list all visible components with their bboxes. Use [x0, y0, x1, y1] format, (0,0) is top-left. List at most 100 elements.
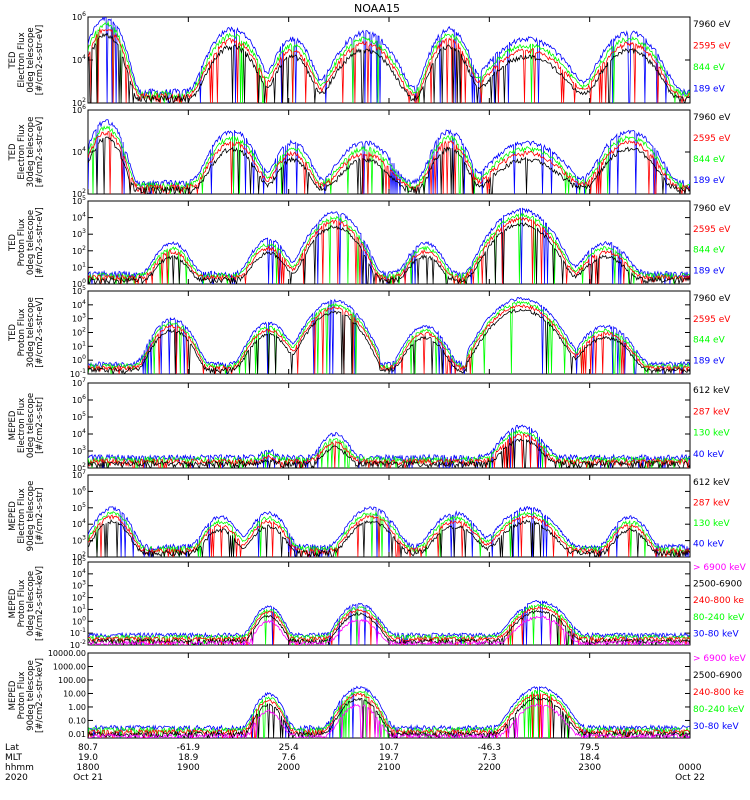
y-tick-label: 103 [72, 228, 86, 239]
legend-entry: 80-240 keV [693, 613, 745, 623]
y-tick-label: 105 [72, 556, 86, 567]
y-tick-label: 106 [72, 104, 86, 115]
trace-blue [88, 207, 690, 284]
legend-entry: 287 keV [693, 499, 730, 509]
trace-red [88, 514, 690, 557]
legend-entry: 189 eV [693, 176, 726, 186]
legend-entry: 612 keV [693, 386, 730, 396]
x-tick-label: 1900 [177, 763, 200, 773]
legend-entry: 130 keV [693, 519, 730, 529]
panel-3: 100 101 102 103 104 105 TED Proton Flux 0deg tel… [8, 195, 731, 289]
legend-entry: 7960 eV [693, 113, 731, 123]
y-tick-label: 102 [72, 97, 86, 108]
y-axis-label: TED [8, 233, 18, 252]
legend-entry: 2595 eV [693, 42, 731, 52]
legend-entry: 7960 eV [693, 20, 731, 30]
y-tick-label: 102 [72, 592, 86, 603]
y-axis-label: 0deg telescope [26, 393, 36, 458]
y-tick-label: 103 [72, 580, 86, 591]
y-tick-label: 106 [72, 11, 86, 22]
x-tick-label: 7.3 [482, 753, 496, 763]
legend-entry: 612 keV [693, 478, 730, 488]
x-tick-label: 18.4 [580, 753, 600, 763]
legend-entry: 189 eV [693, 266, 726, 276]
y-tick-label: 102 [72, 327, 86, 338]
y-axis-label: Proton Flux [17, 672, 27, 720]
legend-entry: 2595 eV [693, 225, 731, 235]
panel-4: 10-1 100 101 102 103 104 105 TED Proton Flux 30de… [8, 285, 731, 379]
trace-blue [88, 297, 690, 374]
y-tick-label: 101 [72, 340, 86, 351]
trace-green [88, 689, 690, 738]
y-tick-label: 104 [72, 54, 86, 65]
legend-entry: 7960 eV [693, 204, 731, 214]
plot-title: NOAA15 [354, 2, 400, 15]
y-axis-label: 90deg telescope [26, 481, 36, 552]
y-tick-label: 10.00 [63, 689, 86, 698]
y-tick-label: 102 [72, 188, 86, 199]
legend-entry: 2500-6900 [693, 671, 742, 681]
legend-entry: 844 eV [693, 336, 726, 346]
x-tick-label: 2200 [478, 763, 501, 773]
y-tick-label: 104 [72, 212, 86, 223]
legend-entry: 130 keV [693, 429, 730, 439]
trace-group [88, 119, 690, 194]
panel-5: 102 103 104 105 106 107 MEPED Electron Flux 0deg… [8, 377, 730, 473]
y-tick-label: 104 [72, 299, 86, 310]
y-tick-label: 102 [72, 245, 86, 256]
x-tick-label: 2300 [578, 763, 601, 773]
y-axis-label: Electron Flux [17, 398, 27, 453]
y-axis-label: 0deg telescope [26, 27, 36, 92]
trace-green [88, 20, 690, 103]
y-axis-label: Proton Flux [17, 309, 27, 357]
x-tick-label: 7.6 [282, 753, 297, 763]
legend-entry: 2595 eV [693, 315, 731, 325]
y-axis-label: [#/cm2-s-str-eV] [35, 117, 45, 187]
y-tick-label: 105 [72, 195, 86, 206]
y-tick-label: 103 [72, 313, 86, 324]
trace-group [88, 600, 690, 645]
x-row-label: MLT [5, 753, 23, 763]
trace-blue [88, 424, 690, 468]
y-tick-label: 104 [72, 146, 86, 157]
y-tick-label: 101 [72, 261, 86, 272]
legend-entry: 844 eV [693, 246, 726, 256]
trace-group [88, 424, 690, 468]
y-axis-label: [#/cm2-s-str] [35, 397, 45, 454]
y-tick-label: 106 [72, 485, 86, 496]
y-tick-label: 105 [72, 502, 86, 513]
legend-entry: 40 keV [693, 540, 725, 550]
y-tick-label: 101 [72, 603, 86, 614]
y-tick-label: 100.00 [58, 676, 86, 685]
trace-black [88, 32, 690, 103]
legend-entry: > 6900 keV [693, 654, 747, 664]
panel-frame [87, 109, 691, 195]
trace-group [88, 685, 690, 738]
legend-entry: 7960 eV [693, 294, 731, 304]
trace-group [88, 506, 690, 557]
y-tick-label: 102 [72, 462, 86, 473]
legend-entry: 80-240 keV [693, 705, 745, 715]
y-tick-label: 10-1 [70, 368, 86, 379]
legend-entry: 2500-6900 [693, 580, 742, 590]
y-axis-label: Proton Flux [17, 219, 27, 267]
y-axis-label: Electron Flux [17, 32, 27, 87]
panel-2: 102 104 106 TED Electron Flux 30deg telescope… [8, 104, 731, 199]
y-tick-label: 10-1 [70, 627, 86, 638]
legend-entry: 30-80 keV [693, 722, 739, 732]
legend-entry: 287 keV [693, 407, 730, 417]
y-tick-label: 0.01 [68, 730, 86, 739]
y-tick-label: 106 [72, 394, 86, 405]
x-tick-label: 19.7 [379, 753, 399, 763]
panel-1: 102 104 106 TED Electron Flux 0deg telescope[… [8, 11, 731, 108]
legend-entry: 2595 eV [693, 134, 731, 144]
y-tick-label: 104 [72, 568, 86, 579]
legend-entry: 844 eV [693, 63, 726, 73]
trace-green [88, 212, 690, 284]
y-axis-label: [#/cm2-s-str-eV] [35, 207, 45, 277]
y-axis-label: Electron Flux [17, 488, 27, 543]
y-axis-label: 30deg telescope [26, 297, 36, 368]
trace-green [88, 125, 690, 194]
legend-entry: 240-800 ke [693, 596, 744, 606]
